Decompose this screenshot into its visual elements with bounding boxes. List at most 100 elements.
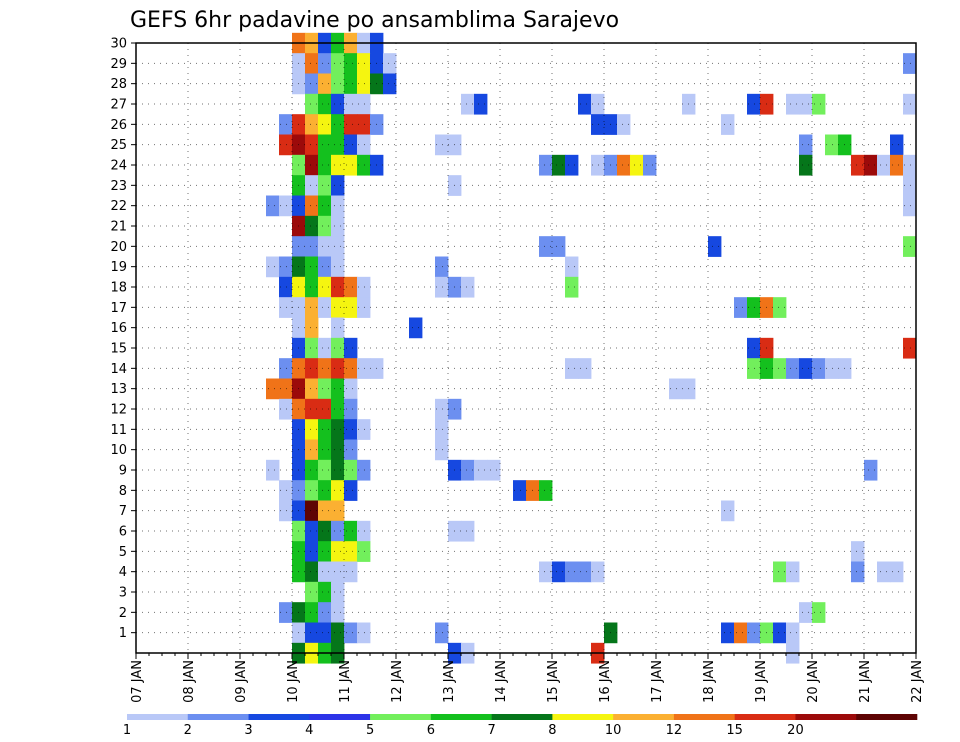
heatmap-cell [357,154,371,176]
heatmap-cell [461,276,475,298]
heatmap-cell [318,520,332,542]
heatmap-cell [305,622,319,644]
legend-label: 15 [726,723,743,738]
y-tick-label: 22 [110,199,127,214]
heatmap-cell [331,541,345,562]
x-tick-label: 21 JAN [858,660,873,703]
heatmap-cell [825,358,839,379]
heatmap-cell [903,175,917,196]
heatmap-cell [344,520,358,542]
heatmap-cell [773,561,787,583]
heatmap-cell [305,358,319,379]
legend-swatch [248,714,310,720]
y-tick-label: 30 [110,37,127,52]
heatmap-cell [435,439,449,461]
x-tick-label: 18 JAN [702,660,717,703]
legend-swatch [734,714,796,720]
heatmap-cell [266,378,280,400]
heatmap-cell [487,459,501,481]
heatmap-cell [305,561,319,583]
x-tick-label: 17 JAN [650,660,665,703]
legend-label: 6 [427,723,435,738]
heatmap-cell [435,256,449,278]
legend-swatch [430,714,492,720]
heatmap-cell [461,520,475,542]
heatmap-cell [552,561,566,583]
heatmap-cell [721,622,735,644]
heatmap-cell [357,93,371,115]
heatmap-cell [305,602,319,623]
heatmap-cell [825,134,839,156]
heatmap-cell [344,134,358,156]
y-axis: 1234567891011121314151617181920212223242… [110,37,136,641]
heatmap-cell [344,297,358,318]
heatmap-cell [318,541,332,562]
legend-label: 1 [123,723,131,738]
legend-swatch [127,714,189,720]
y-tick-label: 29 [110,57,127,72]
heatmap-cell [383,53,397,74]
heatmap-cell [357,114,371,135]
heatmap-cell [357,520,371,542]
heatmap-cell [357,73,371,95]
y-tick-label: 25 [110,138,127,153]
heatmap-cell [331,439,345,461]
x-tick-label: 16 JAN [598,660,613,703]
heatmap-cell [318,297,332,318]
heatmap-cell [305,276,319,298]
y-tick-label: 14 [110,362,127,377]
heatmap-cell [305,154,319,176]
heatmap-cell [344,114,358,135]
heatmap-cell [279,480,293,501]
heatmap-cell [643,154,657,176]
heatmap-cell [318,256,332,278]
heatmap-cell [318,480,332,501]
heatmap-cell [799,358,813,379]
heatmap-cell [344,622,358,644]
heatmap-cell [318,53,332,74]
heatmap-cell [331,358,345,379]
heatmap-cell [591,114,605,135]
heatmap-cell [591,93,605,115]
heatmap-cell [279,297,293,318]
heatmap-cell [331,215,345,237]
y-tick-label: 8 [119,484,127,499]
heatmap-cell [331,93,345,115]
heatmap-cell [461,459,475,481]
heatmap-cell [344,419,358,440]
heatmap-cell [578,93,592,115]
heatmap-cell [864,154,878,176]
heatmap-cell [747,297,761,318]
heatmap-cell [318,276,332,298]
heatmap-cell [305,459,319,481]
y-tick-label: 21 [110,220,127,235]
heatmap-cell [435,398,449,420]
heatmap-cell [565,358,579,379]
heatmap-cell [799,154,813,176]
heatmap-cell [903,53,917,74]
heatmap-cell [357,297,371,318]
heatmap-cell [305,215,319,237]
heatmap-cell [552,154,566,176]
heatmap-cell [513,480,527,501]
heatmap-cell [474,93,488,115]
x-tick-label: 11 JAN [338,660,353,703]
heatmap-cell [344,93,358,115]
heatmap-cell [591,154,605,176]
heatmap-cell [799,134,813,156]
heatmap-cell [344,541,358,562]
heatmap-cell [344,480,358,501]
heatmap-cell [266,195,280,217]
heatmap-cell [877,561,891,583]
heatmap-cell [318,602,332,623]
legend-label: 10 [605,723,622,738]
heatmap-cell [318,337,332,359]
heatmap-cell [318,195,332,217]
heatmap-cell [318,581,332,603]
heatmap-cell [318,114,332,135]
heatmap-cell [344,439,358,461]
heatmap-cell [331,297,345,318]
gridlines [136,42,916,653]
heatmap-cell [331,520,345,542]
